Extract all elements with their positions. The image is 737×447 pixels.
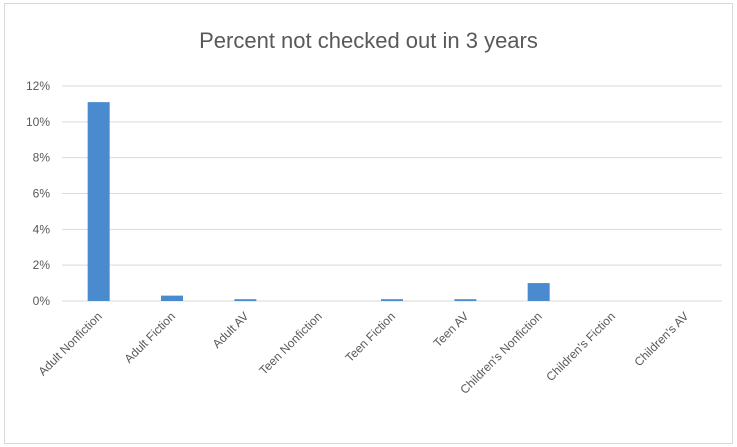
chart-frame [4, 3, 733, 444]
bar [161, 295, 183, 301]
y-tick-label: 10% [26, 115, 50, 129]
y-tick-label: 2% [33, 258, 51, 272]
y-tick-label: 12% [26, 79, 50, 93]
y-tick-label: 0% [33, 294, 51, 308]
x-category-label: Adult Nonfiction [35, 309, 104, 378]
bar [381, 299, 403, 301]
bars [87, 102, 550, 301]
x-category-label: Teen AV [431, 309, 472, 350]
x-category-label: Children's AV [632, 309, 692, 369]
bar [234, 299, 257, 301]
chart-title: Percent not checked out in 3 years [199, 28, 538, 53]
x-category-label: Children's Fiction [543, 309, 618, 384]
bar [527, 283, 550, 301]
x-category-label: Children's Nonfiction [457, 309, 544, 396]
bar [454, 299, 477, 301]
bar [87, 102, 110, 301]
y-tick-label: 8% [33, 151, 51, 165]
y-tick-label: 6% [33, 187, 51, 201]
x-category-label: Adult AV [210, 309, 252, 351]
y-tick-label: 4% [33, 222, 51, 236]
x-category-label: Adult Fiction [122, 309, 179, 366]
x-axis-category-labels: Adult Nonfiction Adult Fiction Adult AV Tee… [35, 309, 691, 396]
gridlines [62, 85, 722, 302]
y-axis-tick-labels: 0% 2% 4% 6% 8% 10% 12% [26, 79, 50, 308]
x-category-label: Teen Fiction [342, 309, 398, 365]
x-category-label: Teen Nonfiction [256, 309, 324, 377]
